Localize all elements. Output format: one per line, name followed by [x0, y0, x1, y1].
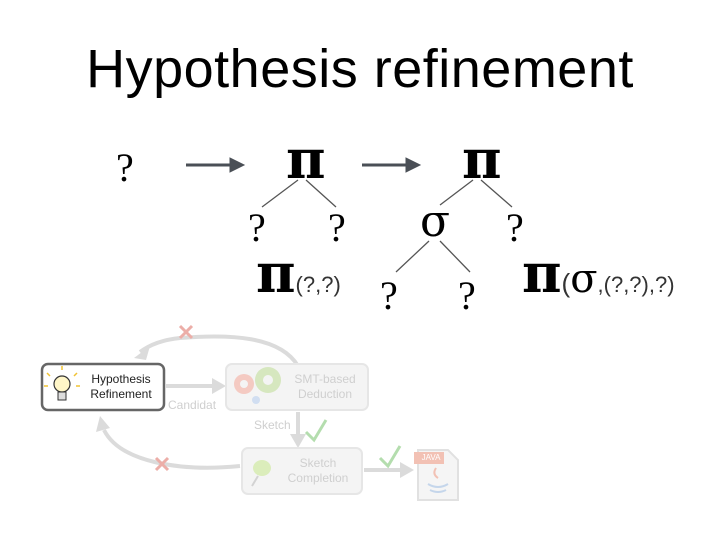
tree1-root-pi: π [286, 127, 326, 191]
tree1-right-hole: ? [328, 205, 346, 250]
tree2-formula-paren: ( [561, 268, 571, 298]
tree1-left-hole: ? [248, 205, 266, 250]
java-label: JAVA [421, 453, 441, 462]
arrow-2 [362, 157, 422, 173]
tree1-formula-pi: π [256, 241, 296, 305]
tree1-edges [261, 179, 337, 208]
tree2-formula: π(σ,(?,?),?) [522, 246, 675, 300]
tree2-sigma: σ [420, 196, 451, 247]
smt-label-line2: Deduction [297, 387, 353, 401]
tree1-formula: π(?,?) [256, 246, 341, 300]
tree2-formula-pi: π [522, 241, 562, 305]
slide-title: Hypothesis refinement [86, 39, 634, 99]
completion-box [241, 447, 363, 495]
green-check-icon-sketch [304, 419, 328, 443]
completion-label-line1: Sketch [299, 456, 337, 470]
tree2-sigma-right-hole: ? [458, 273, 476, 318]
green-check-icon-java [378, 445, 402, 469]
sketch-label: Sketch [254, 418, 291, 432]
tree2-sigma-left-hole: ? [380, 273, 398, 318]
tree2-formula-args: ,(?,?),?) [597, 272, 675, 297]
gear-icon-blue [252, 396, 260, 404]
tree2-edges [395, 179, 513, 273]
initial-hole: ? [116, 145, 134, 190]
tree2-formula-sigma: σ [570, 256, 598, 302]
tree1-formula-args: (?,?) [295, 272, 341, 297]
candidate-label: Candidat [168, 398, 217, 412]
loop-top-arrow [138, 334, 300, 368]
java-file-icon [414, 449, 459, 501]
hypothesis-label: Hypothesis Refinement [84, 372, 158, 402]
smt-label-line1: SMT-based [294, 372, 356, 386]
smt-label: SMT-based Deduction [284, 372, 366, 402]
hypothesis-box [40, 362, 166, 412]
completion-label-line2: Completion [287, 471, 349, 485]
loop-bottom-arrow [102, 429, 241, 470]
tree2-right-hole: ? [506, 205, 524, 250]
arrow-1 [186, 157, 246, 173]
hypothesis-label-line2: Refinement [90, 387, 152, 401]
lightbulb-icon [44, 366, 80, 401]
tree2-root-pi: π [462, 127, 502, 191]
hypothesis-label-line1: Hypothesis [91, 372, 151, 386]
red-cross-icon-top [178, 324, 194, 340]
red-cross-icon-bottom [154, 456, 170, 472]
pushpin-icon [251, 460, 271, 487]
completion-label: Sketch Completion [276, 456, 360, 486]
